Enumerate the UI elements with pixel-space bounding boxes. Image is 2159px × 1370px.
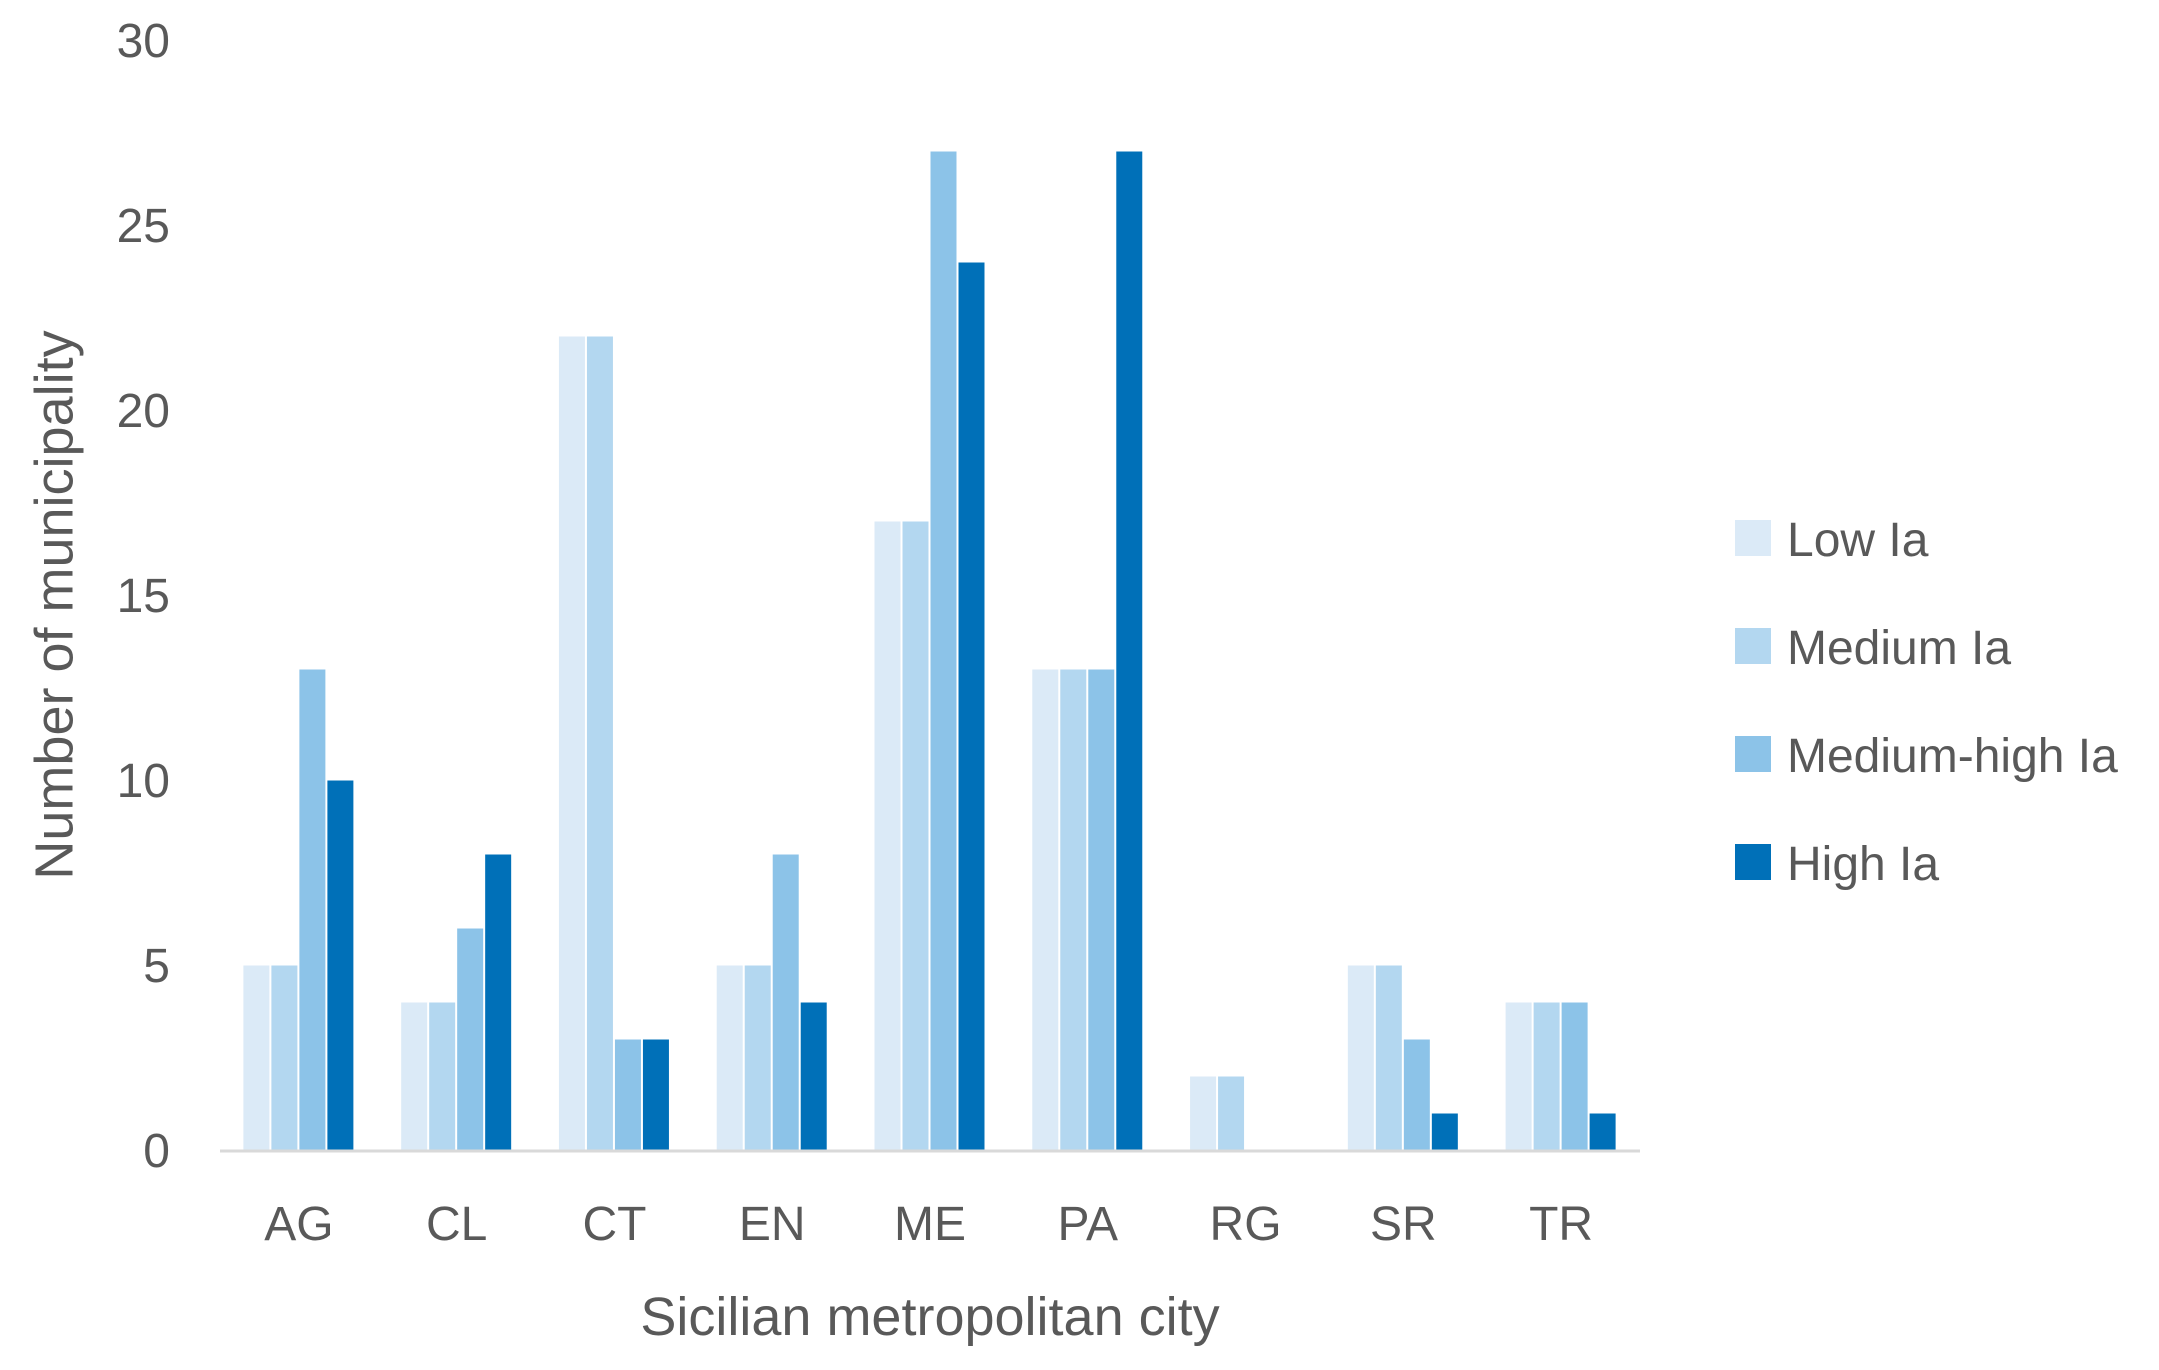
bar-cl-series-3 [484, 853, 513, 1151]
bar-pa-series-2 [1087, 668, 1116, 1151]
bar-me-series-2 [929, 150, 958, 1151]
bar-sr-series-1 [1374, 964, 1403, 1151]
x-tick-label: SR [1370, 1198, 1437, 1251]
y-tick-label: 10 [117, 755, 170, 808]
bar-pa-series-3 [1115, 150, 1144, 1151]
bar-me-series-0 [873, 520, 902, 1151]
bar-rg-series-0 [1189, 1075, 1218, 1151]
bar-cl-series-2 [456, 927, 485, 1151]
bar-tr-series-2 [1560, 1001, 1589, 1151]
bar-en-series-1 [743, 964, 772, 1151]
bar-tr-series-0 [1504, 1001, 1533, 1151]
bar-me-series-3 [957, 261, 986, 1151]
y-tick-label: 30 [117, 15, 170, 68]
bar-rg-series-1 [1217, 1075, 1246, 1151]
legend-swatch [1735, 628, 1771, 664]
bar-ag-series-2 [298, 668, 327, 1151]
bar-sr-series-3 [1430, 1112, 1459, 1151]
x-tick-label: ME [894, 1198, 966, 1251]
legend-swatch [1735, 520, 1771, 556]
chart-legend: Low Ia Medium Ia Medium-high Ia High Ia [1735, 514, 2118, 891]
y-tick-label: 5 [143, 940, 170, 993]
bar-ag-series-0 [242, 964, 271, 1151]
bar-en-series-2 [771, 853, 800, 1151]
x-tick-label: CL [426, 1198, 487, 1251]
y-tick-label: 25 [117, 200, 170, 253]
bar-cl-series-1 [428, 1001, 457, 1151]
legend-label: High Ia [1787, 838, 1939, 891]
x-tick-label: PA [1058, 1198, 1118, 1251]
x-tick-label: EN [739, 1198, 806, 1251]
bar-ct-series-1 [585, 335, 614, 1151]
x-tick-label: AG [264, 1198, 333, 1251]
bar-pa-series-1 [1059, 668, 1088, 1151]
bar-ct-series-0 [557, 335, 586, 1151]
legend-swatch [1735, 736, 1771, 772]
y-tick-label: 15 [117, 570, 170, 623]
bar-ct-series-2 [613, 1038, 642, 1151]
bar-en-series-0 [715, 964, 744, 1151]
bar-ag-series-1 [270, 964, 299, 1151]
x-tick-label: TR [1529, 1198, 1593, 1251]
legend-label: Medium Ia [1787, 622, 2011, 675]
bar-sr-series-0 [1346, 964, 1375, 1151]
y-axis-title: Number of municipality [24, 330, 84, 879]
y-tick-label: 20 [117, 385, 170, 438]
chart-bars [242, 150, 1617, 1151]
bar-en-series-3 [799, 1001, 828, 1151]
legend-label: Medium-high Ia [1787, 730, 2118, 783]
bar-me-series-1 [901, 520, 930, 1151]
y-axis-ticks: 0 5 10 15 20 25 30 [117, 15, 170, 1178]
bar-tr-series-1 [1532, 1001, 1561, 1151]
x-tick-label: CT [582, 1198, 646, 1251]
bar-sr-series-2 [1402, 1038, 1431, 1151]
bar-pa-series-0 [1031, 668, 1060, 1151]
x-tick-label: RG [1210, 1198, 1282, 1251]
bar-tr-series-3 [1588, 1112, 1617, 1151]
x-axis-category-labels: AG CL CT EN ME PA RG SR TR [264, 1198, 1593, 1251]
bar-cl-series-0 [400, 1001, 429, 1151]
bar-ag-series-3 [326, 779, 355, 1151]
y-tick-label: 0 [143, 1125, 170, 1178]
legend-label: Low Ia [1787, 514, 1929, 567]
legend-swatch [1735, 844, 1771, 880]
x-axis-title: Sicilian metropolitan city [640, 1287, 1219, 1347]
bar-ct-series-3 [641, 1038, 670, 1151]
